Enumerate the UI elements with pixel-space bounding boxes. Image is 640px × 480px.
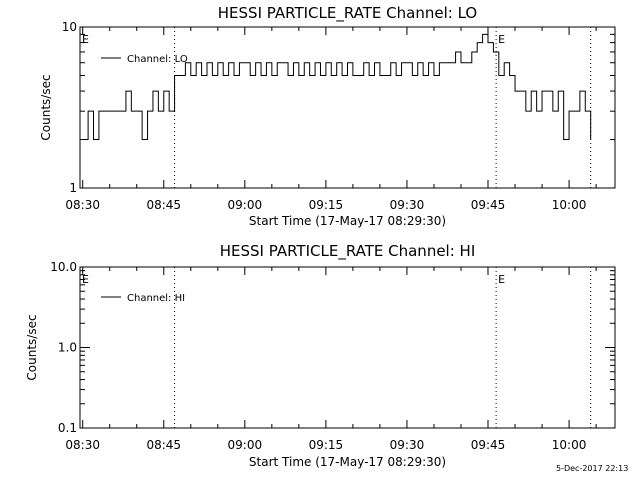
- x-axis-label: Start Time (17-May-17 08:29:30): [249, 455, 446, 469]
- legend-label: Channel: HI: [127, 293, 185, 304]
- x-tick-label: 09:00: [228, 198, 263, 212]
- y-tick-label: 10.0: [50, 260, 77, 274]
- x-tick-label: 09:15: [309, 198, 344, 212]
- x-tick-label: 08:30: [65, 438, 100, 452]
- chart-panel-1: HESSI PARTICLE_RATE Channel: HI 08:30 08:4…: [25, 242, 616, 469]
- chart-title: HESSI PARTICLE_RATE Channel: HI: [220, 242, 476, 261]
- plot-frame: [79, 266, 616, 429]
- x-tick-label: 08:30: [65, 198, 100, 212]
- series-line: [82, 33, 592, 141]
- figure-timestamp: 5-Dec-2017 22:13: [556, 464, 629, 473]
- x-tick-label: 09:00: [228, 438, 263, 452]
- y-tick-label: 10: [62, 20, 77, 34]
- x-axis-label: Start Time (17-May-17 08:29:30): [249, 214, 446, 228]
- x-tick-label: 08:45: [146, 198, 181, 212]
- legend-label: Channel: LO: [127, 54, 188, 65]
- plot-frame: [79, 26, 616, 189]
- x-tick-label: 09:15: [309, 438, 344, 452]
- x-tick-label: 09:45: [471, 198, 506, 212]
- y-tick-label: 1: [69, 181, 77, 195]
- y-tick-label: 0.1: [58, 421, 77, 435]
- event-marker: E: [498, 33, 505, 46]
- chart-panel-0: HESSI PARTICLE_RATE Channel: LO 08:30 08:4…: [39, 4, 616, 228]
- x-tick-label: 10:00: [552, 438, 587, 452]
- y-axis-label: Counts/sec: [39, 74, 53, 140]
- x-tick-label: 09:30: [390, 198, 425, 212]
- chart-title: HESSI PARTICLE_RATE Channel: LO: [218, 4, 477, 23]
- x-tick-label: 08:45: [146, 438, 181, 452]
- event-marker: E: [82, 33, 89, 46]
- x-tick-label: 10:00: [552, 198, 587, 212]
- x-tick-label: 09:30: [390, 438, 425, 452]
- y-axis-label: Counts/sec: [25, 314, 39, 380]
- x-tick-label: 09:45: [471, 438, 506, 452]
- event-marker: E: [498, 273, 505, 286]
- y-tick-label: 1.0: [58, 341, 77, 355]
- event-marker: E: [82, 273, 89, 286]
